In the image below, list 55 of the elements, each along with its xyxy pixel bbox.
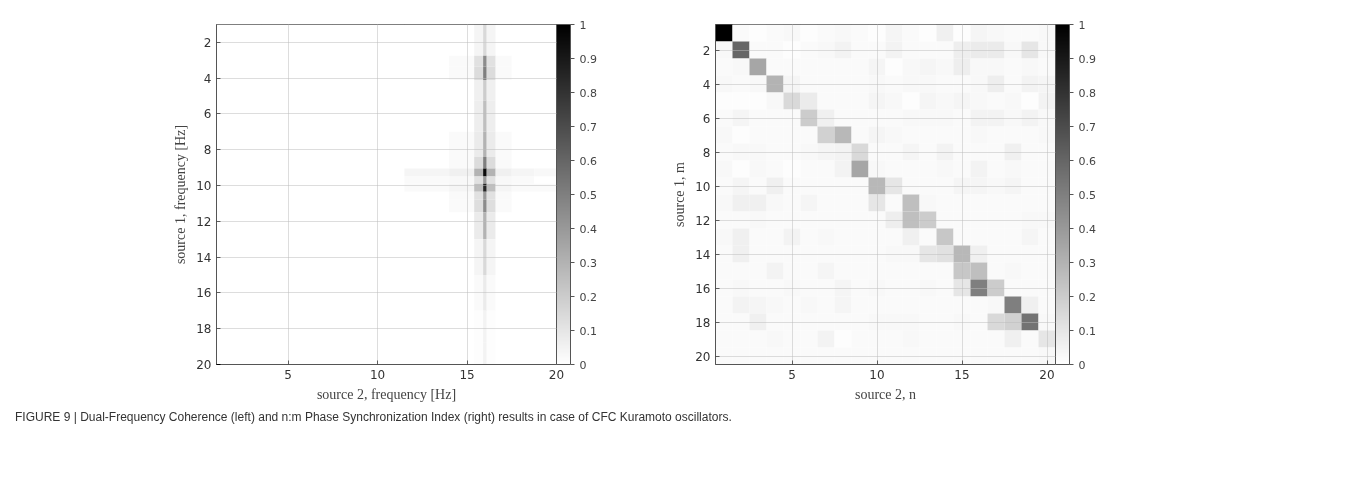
y-tick-label: 8 xyxy=(702,145,711,160)
y-tick-label: 12 xyxy=(695,213,711,228)
y-axis-title: source 1, m xyxy=(672,161,688,227)
x-tick-label: 20 xyxy=(548,367,565,382)
y-tick-label: 6 xyxy=(203,107,212,122)
y-tick-label: 16 xyxy=(196,286,212,301)
y-tick-label: 2 xyxy=(702,43,711,58)
color-bar-label: 0.4 xyxy=(1078,222,1096,236)
y-tick-label: 20 xyxy=(196,358,212,372)
color-bar-label: 0.8 xyxy=(579,86,597,100)
color-bar-label: 0.9 xyxy=(579,52,597,66)
x-tick-label: 15 xyxy=(954,367,970,382)
color-bar-label: 0.2 xyxy=(1078,290,1096,304)
color-bar-label: 0 xyxy=(1078,358,1086,372)
y-tick-label: 10 xyxy=(695,179,711,194)
y-tick-label: 20 xyxy=(695,349,711,364)
y-tick-label: 10 xyxy=(196,179,212,194)
y-tick-label: 14 xyxy=(196,250,212,265)
y-tick-label: 18 xyxy=(196,322,212,337)
y-tick-label: 6 xyxy=(702,111,711,126)
color-bar-label: 0.9 xyxy=(1078,52,1096,66)
x-axis-title: source 2, frequency [Hz] xyxy=(316,386,457,402)
color-bar-label: 0.2 xyxy=(579,290,597,304)
x-tick-label: 5 xyxy=(284,367,292,382)
color-bar-label: 0.3 xyxy=(1078,256,1096,270)
x-tick-label: 10 xyxy=(369,367,386,382)
color-bar-label: 0.1 xyxy=(579,324,597,338)
y-tick-label: 2 xyxy=(203,35,212,50)
y-axis-title: source 1, frequency [Hz] xyxy=(173,124,189,265)
y-tick-label: 12 xyxy=(196,214,212,229)
caption: FIGURE 9 | Dual-Frequency Coherence (left) and n:m Phase Synchronization Index (right) results in case of CFC Kuramoto oscillators. xyxy=(15,409,732,426)
color-bar-label: 1 xyxy=(1078,18,1086,32)
y-tick-label: 14 xyxy=(695,247,711,262)
color-bar-label: 0.8 xyxy=(1078,86,1096,100)
x-tick-label: 5 xyxy=(788,367,796,382)
color-bar-label: 0 xyxy=(579,358,587,372)
x-axis-title: source 2, n xyxy=(854,386,917,402)
y-tick-label: 16 xyxy=(695,281,711,296)
color-bar-label: 0.7 xyxy=(1078,120,1096,134)
y-tick-label: 18 xyxy=(695,315,711,330)
color-bar-label: 0.6 xyxy=(579,154,597,168)
color-bar-label: 1 xyxy=(579,18,587,32)
color-bar-label: 0.4 xyxy=(579,222,597,236)
x-tick-label: 15 xyxy=(459,367,475,382)
y-tick-label: 4 xyxy=(702,77,711,92)
color-bar-label: 0.6 xyxy=(1078,154,1096,168)
color-bar-label: 0.7 xyxy=(579,120,597,134)
y-tick-label: 8 xyxy=(203,143,212,158)
x-tick-label: 20 xyxy=(1039,367,1055,382)
x-tick-label: 10 xyxy=(869,367,885,382)
color-bar-label: 0.5 xyxy=(579,188,597,202)
color-bar-label: 0.5 xyxy=(1078,188,1096,202)
color-bar-label: 0.3 xyxy=(579,256,597,270)
y-tick-label: 4 xyxy=(203,71,212,86)
color-bar-label: 0.1 xyxy=(1078,324,1096,338)
